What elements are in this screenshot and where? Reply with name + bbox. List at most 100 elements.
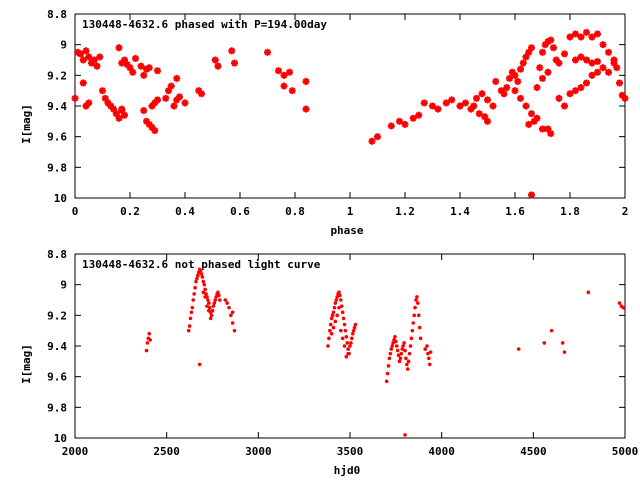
unphased-data-point	[329, 331, 334, 336]
unphased-data-point	[427, 362, 432, 367]
phased-data-point	[115, 114, 123, 122]
unphased-data-point	[203, 295, 207, 299]
phased-data-point	[401, 120, 409, 128]
phased-data-point	[288, 87, 296, 95]
phased-data-point	[528, 44, 535, 52]
unphased-data-point	[213, 298, 218, 302]
phased-chart-title: 130448-4632.6 phased with P=194.00day	[82, 18, 327, 31]
phased-data-point	[522, 102, 530, 110]
phased-points	[71, 28, 629, 199]
unphased-data-point	[194, 279, 198, 284]
phased-data-point	[539, 48, 546, 56]
phased-data-point	[519, 59, 527, 67]
unphased-data-point	[416, 313, 421, 318]
unphased-data-point	[387, 356, 392, 361]
unphased-data-point	[397, 359, 402, 364]
phased-data-point	[550, 44, 557, 52]
unphased-data-point	[190, 305, 195, 310]
unphased-y-tick-label: 9.8	[47, 401, 67, 414]
unphased-data-point	[346, 351, 350, 356]
phased-data-point	[140, 107, 148, 115]
phased-data-point	[302, 77, 310, 85]
unphased-x-tick-label: 3500	[337, 445, 364, 458]
unphased-x-tick-label: 5000	[612, 445, 639, 458]
phased-data-point	[415, 111, 423, 119]
phased-data-point	[572, 56, 579, 64]
unphased-data-point	[337, 290, 341, 295]
unphased-data-point	[350, 331, 355, 336]
phased-data-point	[79, 56, 87, 64]
unphased-data-point	[328, 328, 332, 333]
phased-data-point	[211, 56, 219, 64]
phased-x-tick-label: 1.4	[450, 205, 470, 218]
phased-data-point	[561, 50, 568, 58]
phased-data-point	[286, 68, 293, 76]
unphased-data-point	[211, 304, 216, 308]
unphased-data-point	[549, 328, 554, 333]
phased-data-point	[110, 105, 117, 113]
unphased-y-axis-label: I[mag]	[20, 344, 33, 384]
unphased-data-point	[345, 341, 350, 345]
unphased-data-point	[342, 322, 347, 327]
unphased-data-point	[201, 290, 206, 295]
phased-data-point	[610, 59, 618, 67]
phased-data-point	[112, 110, 120, 118]
unphased-y-tick-label: 9	[60, 279, 67, 292]
unphased-data-point	[416, 301, 420, 305]
unphased-data-point	[386, 364, 391, 368]
phased-y-tick-label: 9.4	[47, 100, 67, 113]
unphased-data-point	[189, 310, 194, 315]
unphased-data-point	[144, 348, 149, 353]
unphased-data-point	[229, 313, 233, 318]
unphased-data-point	[405, 362, 409, 367]
phased-data-point	[517, 65, 524, 73]
unphased-x-tick-label: 2500	[153, 445, 180, 458]
unphased-data-point	[408, 344, 413, 348]
unphased-y-tick-label: 8.8	[47, 248, 67, 261]
phased-data-point	[129, 68, 137, 76]
unphased-data-point	[414, 298, 418, 302]
unphased-data-point	[384, 379, 389, 384]
phased-data-point	[77, 50, 84, 58]
phased-data-point	[162, 94, 170, 102]
phased-data-point	[621, 94, 629, 102]
unphased-data-point	[352, 325, 357, 330]
phased-data-point	[583, 28, 590, 36]
phased-data-point	[275, 67, 282, 75]
phased-data-point	[599, 41, 607, 49]
phased-data-point	[140, 71, 148, 79]
phased-data-point	[126, 64, 134, 72]
phased-data-point	[167, 82, 175, 90]
unphased-y-tick-label: 9.6	[47, 371, 67, 384]
phased-data-point	[478, 90, 486, 98]
unphased-data-point	[351, 328, 356, 333]
phased-data-point	[522, 53, 530, 61]
phased-data-point	[594, 58, 601, 66]
phased-data-point	[82, 102, 90, 110]
phased-data-point	[101, 94, 109, 102]
unphased-data-point	[340, 336, 345, 341]
unphased-data-point	[339, 328, 343, 333]
unphased-data-point	[207, 301, 211, 305]
phased-data-point	[547, 130, 555, 138]
phased-x-tick-label: 0.4	[175, 205, 195, 218]
unphased-data-point	[335, 313, 339, 318]
unphased-data-point	[207, 308, 211, 313]
unphased-data-point	[216, 290, 220, 295]
unphased-data-point	[406, 359, 411, 364]
unphased-y-tick-label: 9.4	[47, 340, 67, 353]
unphased-data-point	[562, 350, 567, 354]
unphased-data-point	[410, 328, 415, 333]
unphased-data-point	[186, 328, 191, 333]
unphased-data-point	[329, 316, 334, 321]
phased-data-point	[214, 62, 222, 70]
unphased-data-point	[341, 316, 346, 321]
phased-data-point	[566, 90, 574, 98]
unphased-chart-title: 130448-4632.6 not phased light curve	[82, 258, 321, 271]
phased-y-tick-label: 9	[60, 39, 67, 52]
unphased-y-tick-label: 9.2	[47, 309, 67, 322]
phased-y-axis-label: I[mag]	[20, 104, 33, 144]
phased-data-point	[492, 77, 500, 85]
phased-data-point	[539, 74, 546, 82]
